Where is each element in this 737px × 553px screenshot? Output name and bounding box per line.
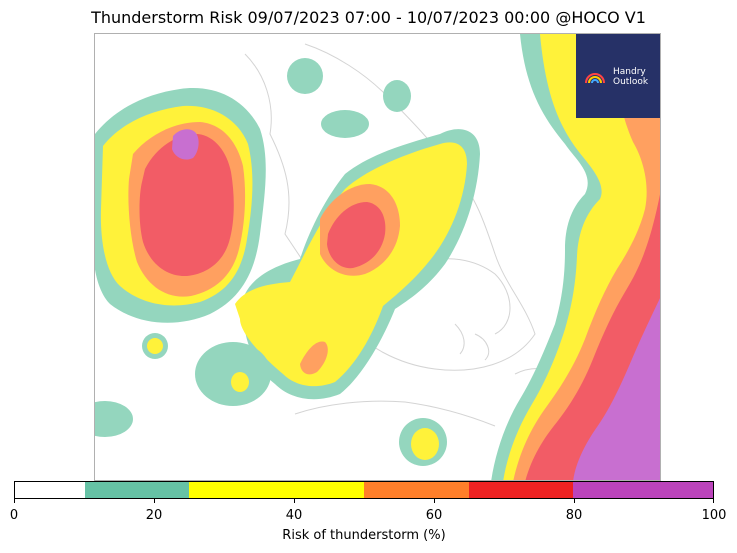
risk-moderate-south: [411, 428, 439, 460]
colorbar-tick-mark: [434, 499, 435, 503]
colorbar-tick-mark: [14, 499, 15, 503]
risk-area-west: [95, 88, 266, 437]
risk-elevated-central-south: [300, 341, 328, 375]
colorbar-tick-mark: [294, 499, 295, 503]
risk-map: Handry Outlook: [94, 33, 661, 481]
risk-area-north: [287, 58, 411, 138]
colorbar-tick-label: 60: [425, 508, 443, 523]
risk-low-sw-patch: [95, 401, 133, 437]
colorbar-tick-label: 80: [565, 508, 583, 523]
risk-moderate-central-southwest-dot: [231, 372, 249, 392]
colorbar-bin-0: [15, 482, 85, 498]
risk-area-east: [491, 34, 660, 480]
logo-line-2: Outlook: [613, 77, 649, 87]
colorbar-tick-label: 100: [701, 508, 727, 523]
risk-very-high-east: [573, 298, 660, 480]
logo-line-1: Handry: [613, 67, 646, 77]
colorbar-tick-label: 40: [285, 508, 303, 523]
colorbar-bin-1: [84, 482, 190, 498]
colorbar-tick-mark: [574, 499, 575, 503]
colorbar-tick-label: 0: [9, 508, 19, 523]
risk-low-north-3: [321, 110, 369, 138]
logo-text: Handry Outlook: [613, 67, 648, 87]
risk-high-west: [139, 134, 234, 277]
colorbar-tick-mark: [154, 499, 155, 503]
colorbar-tick-mark: [713, 499, 714, 503]
risk-very-high-west: [172, 129, 199, 160]
colorbar-bin-3: [363, 482, 469, 498]
risk-low-central-southwest: [195, 342, 271, 406]
colorbar-ticks: 0 20 40 60 80 100: [10, 499, 726, 529]
risk-high-central: [327, 202, 386, 269]
chart-title: Thunderstorm Risk 09/07/2023 07:00 - 10/…: [91, 8, 646, 27]
risk-moderate-west-dot: [147, 338, 163, 354]
map-canvas: [95, 34, 660, 480]
colorbar-label: Risk of thunderstorm (%): [282, 528, 446, 543]
risk-low-north-2: [383, 80, 411, 112]
colorbar-tick-label: 20: [145, 508, 163, 523]
handry-outlook-logo: Handry Outlook: [576, 34, 660, 118]
colorbar: [14, 481, 714, 499]
colorbar-bin-5: [573, 482, 713, 498]
colorbar-bin-4: [468, 482, 574, 498]
risk-low-north-1: [287, 58, 323, 94]
risk-area-central: [195, 129, 480, 466]
rainbow-icon: [585, 73, 605, 84]
colorbar-bin-2: [189, 482, 364, 498]
